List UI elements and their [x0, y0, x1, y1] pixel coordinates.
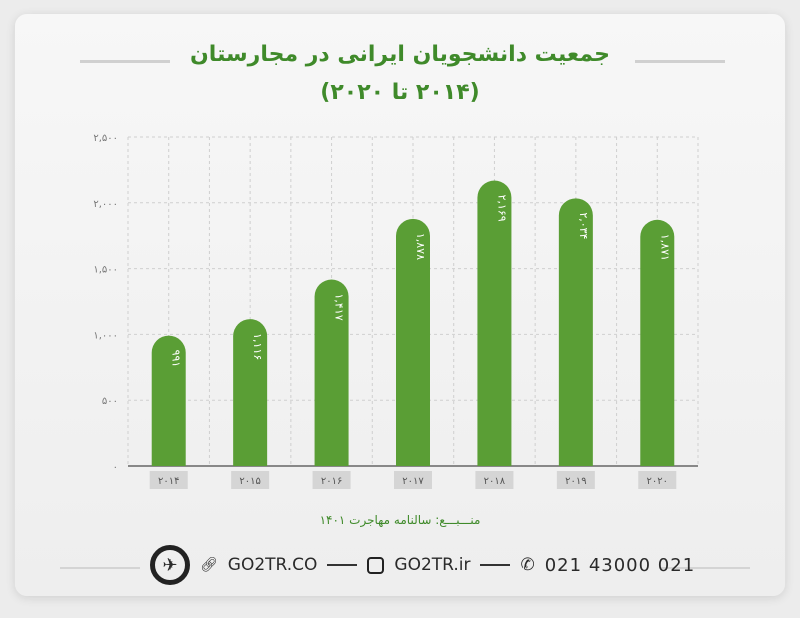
phone-number[interactable]: 021 43000 021	[544, 554, 696, 576]
data-label: ۲,۰۳۴	[577, 212, 590, 239]
x-label-box	[394, 471, 432, 489]
instagram-link[interactable]: GO2TR.ir	[394, 555, 471, 575]
bar	[640, 219, 675, 466]
bar	[558, 198, 593, 466]
bar	[314, 279, 349, 466]
x-label-box	[475, 471, 514, 489]
website-link[interactable]: GO2TR.CO	[227, 555, 318, 575]
chart-subtitle: (۲۰۱۴ تا ۲۰۲۰)	[320, 80, 480, 105]
data-label: ۹۹۱	[170, 350, 183, 368]
bar	[233, 319, 268, 466]
y-tick-label: ۵۰۰	[102, 396, 118, 407]
x-tick-label: ۲۰۱۸	[484, 476, 506, 487]
data-label: ۲,۱۶۹	[495, 195, 508, 222]
y-tick-label: ۱,۰۰۰	[93, 330, 118, 341]
x-tick-label: ۲۰۱۵	[239, 476, 260, 487]
x-label-box	[312, 471, 351, 489]
x-label-box	[149, 471, 188, 489]
y-tick-label: ۰	[113, 462, 118, 473]
y-tick-label: ۱,۵۰۰	[93, 265, 118, 276]
x-label-box	[231, 471, 270, 489]
data-label: ۱,۴۱۷	[333, 294, 346, 321]
instagram-icon	[367, 556, 385, 574]
title-divider	[80, 60, 170, 63]
title-divider	[635, 60, 725, 63]
x-label-box	[638, 471, 677, 489]
separator	[480, 564, 511, 566]
footer-divider	[660, 567, 750, 569]
data-label: ۱,۸۷۱	[658, 234, 671, 261]
x-tick-label: ۲۰۲۰	[647, 476, 668, 487]
x-label-box	[556, 471, 595, 489]
go2tr-logo: ✈	[150, 545, 190, 585]
bar	[151, 335, 186, 466]
y-tick-label: ۲,۵۰۰	[93, 133, 118, 144]
x-tick-label: ۲۰۱۷	[402, 476, 424, 487]
x-tick-label: ۲۰۱۶	[321, 476, 342, 487]
source-note: منـــبـــع: سالنامه مهاجرت ۱۴۰۱	[319, 513, 481, 527]
x-tick-label: ۲۰۱۴	[158, 476, 179, 487]
footer: ✈ 🔗︎ GO2TR.CO GO2TR.ir ✆ 021 43000 021	[150, 545, 696, 585]
separator	[327, 564, 358, 566]
bar	[396, 218, 430, 466]
x-tick-label: ۲۰۱۹	[565, 476, 586, 487]
phone-icon: ✆	[520, 555, 535, 575]
y-tick-label: ۲,۰۰۰	[93, 199, 118, 210]
footer-divider	[60, 567, 140, 569]
bar	[477, 180, 512, 466]
link-icon: 🔗︎	[200, 557, 218, 573]
data-label: ۱,۱۱۶	[251, 333, 264, 360]
data-label: ۱,۸۷۸	[414, 233, 427, 260]
chart-title: جمعیت دانشجویان ایرانی در مجارستان	[190, 42, 610, 67]
